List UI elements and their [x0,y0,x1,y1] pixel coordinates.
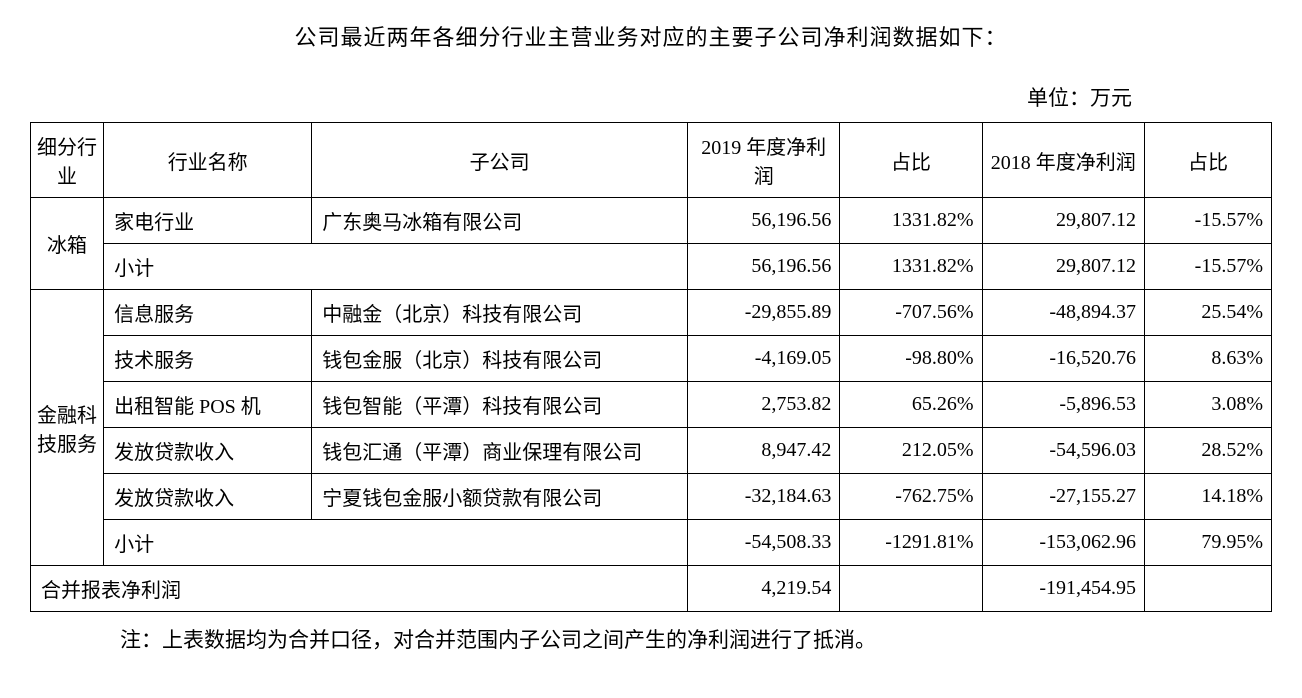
cell-name: 家电行业 [104,198,312,244]
table-row-subtotal: 小计 -54,508.33 -1291.81% -153,062.96 79.9… [31,520,1272,566]
cell-sub: 中融金（北京）科技有限公司 [312,290,688,336]
cell-pct2 [1145,566,1272,612]
header-pct2: 占比 [1145,123,1272,198]
header-subsidiary: 子公司 [312,123,688,198]
cell-pct1: -762.75% [840,474,982,520]
cell-2019: -32,184.63 [688,474,840,520]
cell-pct2: 3.08% [1145,382,1272,428]
unit-label: 单位：万元 [30,82,1272,112]
cell-sub: 钱包金服（北京）科技有限公司 [312,336,688,382]
table-row: 技术服务 钱包金服（北京）科技有限公司 -4,169.05 -98.80% -1… [31,336,1272,382]
cell-pct1: 212.05% [840,428,982,474]
cell-pct1: -707.56% [840,290,982,336]
cell-2019: -54,508.33 [688,520,840,566]
footnote: 注：上表数据均为合并口径，对合并范围内子公司之间产生的净利润进行了抵消。 [30,624,1272,654]
cell-pct2: 79.95% [1145,520,1272,566]
cell-2018: -5,896.53 [982,382,1144,428]
cell-pct2: 14.18% [1145,474,1272,520]
data-table: 细分行业 行业名称 子公司 2019 年度净利润 占比 2018 年度净利润 占… [30,122,1272,612]
cell-name: 发放贷款收入 [104,474,312,520]
cell-sub: 钱包汇通（平潭）商业保理有限公司 [312,428,688,474]
cell-pct2: 25.54% [1145,290,1272,336]
cell-2019: -29,855.89 [688,290,840,336]
table-row: 冰箱 家电行业 广东奥马冰箱有限公司 56,196.56 1331.82% 29… [31,198,1272,244]
header-pct1: 占比 [840,123,982,198]
cell-sub: 钱包智能（平潭）科技有限公司 [312,382,688,428]
header-2018: 2018 年度净利润 [982,123,1144,198]
cell-name: 发放贷款收入 [104,428,312,474]
cell-sub: 宁夏钱包金服小额贷款有限公司 [312,474,688,520]
cell-pct1: 1331.82% [840,198,982,244]
header-name: 行业名称 [104,123,312,198]
table-row-total: 合并报表净利润 4,219.54 -191,454.95 [31,566,1272,612]
cell-pct1: 1331.82% [840,244,982,290]
cell-2018: 29,807.12 [982,198,1144,244]
cell-2018: -48,894.37 [982,290,1144,336]
cell-pct1 [840,566,982,612]
cell-2018: 29,807.12 [982,244,1144,290]
cell-2019: 4,219.54 [688,566,840,612]
cell-2019: -4,169.05 [688,336,840,382]
cell-subtotal-label: 小计 [104,244,688,290]
cell-pct2: 28.52% [1145,428,1272,474]
header-segment: 细分行业 [31,123,104,198]
table-row: 发放贷款收入 宁夏钱包金服小额贷款有限公司 -32,184.63 -762.75… [31,474,1272,520]
table-header-row: 细分行业 行业名称 子公司 2019 年度净利润 占比 2018 年度净利润 占… [31,123,1272,198]
cell-subtotal-label: 小计 [104,520,688,566]
cell-name: 技术服务 [104,336,312,382]
cell-pct2: -15.57% [1145,198,1272,244]
table-row: 出租智能 POS 机 钱包智能（平潭）科技有限公司 2,753.82 65.26… [31,382,1272,428]
cell-sub: 广东奥马冰箱有限公司 [312,198,688,244]
cell-pct2: 8.63% [1145,336,1272,382]
cell-pct1: -1291.81% [840,520,982,566]
cell-2018: -54,596.03 [982,428,1144,474]
cell-2019: 56,196.56 [688,198,840,244]
header-2019: 2019 年度净利润 [688,123,840,198]
table-row-subtotal: 小计 56,196.56 1331.82% 29,807.12 -15.57% [31,244,1272,290]
cell-total-label: 合并报表净利润 [31,566,688,612]
cell-2018: -27,155.27 [982,474,1144,520]
document-title: 公司最近两年各细分行业主营业务对应的主要子公司净利润数据如下： [30,20,1272,52]
cell-pct2: -15.57% [1145,244,1272,290]
cell-2019: 2,753.82 [688,382,840,428]
cell-2018: -16,520.76 [982,336,1144,382]
table-row: 发放贷款收入 钱包汇通（平潭）商业保理有限公司 8,947.42 212.05%… [31,428,1272,474]
segment-fridge: 冰箱 [31,198,104,290]
cell-pct1: -98.80% [840,336,982,382]
cell-2018: -191,454.95 [982,566,1144,612]
cell-2019: 56,196.56 [688,244,840,290]
cell-name: 出租智能 POS 机 [104,382,312,428]
table-row: 金融科技服务 信息服务 中融金（北京）科技有限公司 -29,855.89 -70… [31,290,1272,336]
segment-fintech: 金融科技服务 [31,290,104,566]
cell-name: 信息服务 [104,290,312,336]
cell-pct1: 65.26% [840,382,982,428]
cell-2019: 8,947.42 [688,428,840,474]
cell-2018: -153,062.96 [982,520,1144,566]
